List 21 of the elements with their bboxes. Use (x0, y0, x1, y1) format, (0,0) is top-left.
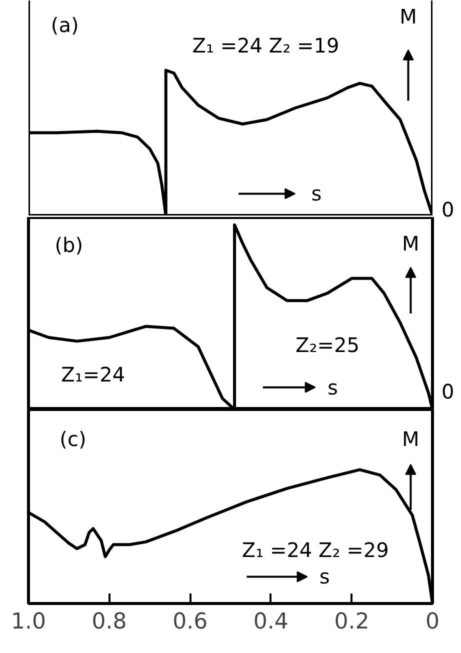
y-axis-title: M (402, 426, 420, 451)
x-tick-label: 1.0 (11, 610, 46, 634)
x-tick-label: 0.2 (334, 610, 370, 634)
chart-title: (a) (50, 13, 79, 38)
x-tick-label: 0 (426, 610, 440, 634)
y-axis-title: M (402, 231, 420, 256)
text: 0 (442, 380, 454, 404)
text: 0 (442, 197, 454, 222)
x-tick-label: 0.6 (172, 610, 208, 634)
text: Z₁ =24 Z₂ =19 (192, 34, 340, 58)
annotation: Z₁ =24 Z₂ =29 (242, 538, 389, 562)
x-axis-title: s (327, 375, 338, 400)
annotation: Z₁=24 (61, 362, 126, 386)
annotation: Z₂=25 (295, 332, 360, 357)
x-tick-label: 0.4 (253, 610, 288, 634)
y-axis-title: M (400, 4, 417, 28)
x-tick-label: 0.8 (92, 610, 127, 634)
chart-title: (c) (60, 426, 86, 451)
x-axis-title: s (311, 182, 322, 206)
text: (b) (54, 233, 84, 258)
x-axis-title: s (319, 564, 330, 589)
